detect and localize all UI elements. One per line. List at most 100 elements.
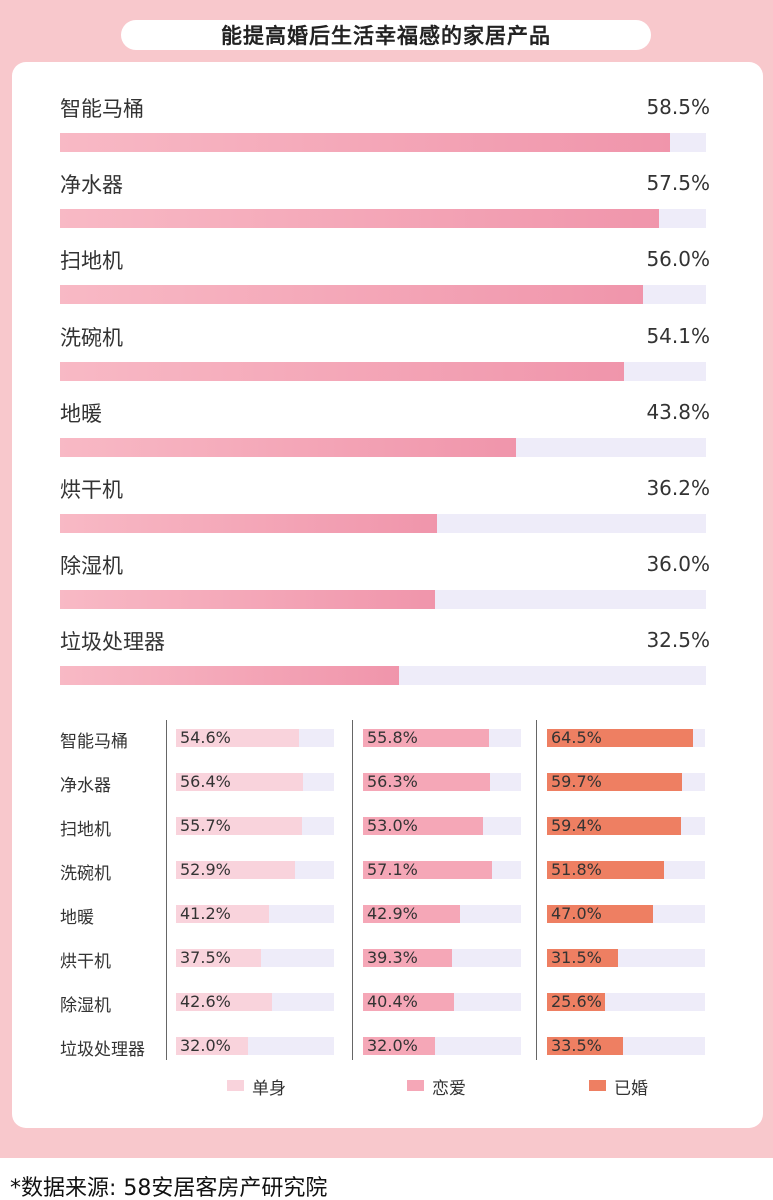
bar <box>547 905 654 923</box>
bar-track: 53.0% <box>363 816 521 835</box>
bar-track <box>60 361 706 381</box>
bar-row: 智能马桶 58.5% <box>60 93 710 163</box>
value-label: 42.6% <box>180 992 231 1011</box>
bar-row: 扫地机 56.0% <box>60 245 710 315</box>
bar <box>60 209 660 229</box>
bar <box>547 993 605 1011</box>
value-label: 58.5% <box>646 95 710 119</box>
value-label: 64.5% <box>551 728 602 747</box>
bar <box>60 514 438 533</box>
bar <box>363 1037 436 1055</box>
value-label: 57.1% <box>367 860 418 879</box>
category-label: 净水器 <box>60 776 111 796</box>
value-label: 42.9% <box>367 904 418 923</box>
bar <box>363 905 460 923</box>
value-label: 43.8% <box>646 399 710 424</box>
category-label: 地暖 <box>60 401 102 426</box>
value-label: 53.0% <box>367 816 418 835</box>
value-label: 56.4% <box>180 772 231 791</box>
value-label: 31.5% <box>551 948 602 967</box>
value-label: 59.4% <box>551 816 602 835</box>
bar-track: 42.6% <box>176 992 334 1011</box>
category-label: 扫地机 <box>60 820 111 840</box>
bar <box>60 666 399 686</box>
bar-track: 33.5% <box>547 1036 705 1055</box>
bar-track <box>60 666 706 686</box>
panel-divider <box>536 720 537 1060</box>
bar <box>363 817 483 835</box>
bar-row: 地暖 43.8% <box>60 398 710 468</box>
panel-divider <box>166 720 167 1060</box>
category-label: 除湿机 <box>60 554 123 579</box>
value-label: 32.0% <box>367 1036 418 1055</box>
bar-track: 25.6% <box>547 992 705 1011</box>
bar-track: 55.8% <box>363 728 521 747</box>
legend-swatch <box>407 1080 424 1091</box>
category-label: 净水器 <box>60 173 123 198</box>
category-label: 洗碗机 <box>60 325 123 350</box>
category-label: 烘干机 <box>60 952 111 972</box>
bar-track: 52.9% <box>176 860 334 879</box>
bar <box>176 817 302 835</box>
chart-title: 能提高婚后生活幸福感的家居产品 <box>121 20 651 50</box>
bar-track <box>60 514 706 533</box>
value-label: 47.0% <box>551 904 602 923</box>
value-label: 55.7% <box>180 816 231 835</box>
legend-label: 已婚 <box>614 1079 648 1099</box>
bar <box>547 773 682 791</box>
value-label: 55.8% <box>367 728 418 747</box>
bar <box>176 861 296 879</box>
bar <box>363 993 455 1011</box>
value-label: 39.3% <box>367 948 418 967</box>
bar-row: 烘干机 36.2% <box>60 474 710 544</box>
bar <box>547 729 693 747</box>
value-label: 25.6% <box>551 992 602 1011</box>
bar-track: 37.5% <box>176 948 334 967</box>
category-label: 地暖 <box>60 908 94 928</box>
bar-track <box>60 209 706 229</box>
category-label: 垃圾处理器 <box>60 1040 145 1060</box>
bar <box>176 1037 249 1055</box>
value-label: 41.2% <box>180 904 231 923</box>
bar-row: 净水器 57.5% <box>60 169 710 239</box>
category-label: 除湿机 <box>60 996 111 1016</box>
value-label: 33.5% <box>551 1036 602 1055</box>
bar-track <box>60 437 706 457</box>
bar <box>176 729 300 747</box>
bar <box>363 861 492 879</box>
bar-track: 55.7% <box>176 816 334 835</box>
bar <box>176 949 261 967</box>
bar-track: 59.7% <box>547 772 705 791</box>
bar <box>363 773 491 791</box>
value-label: 36.2% <box>646 476 710 500</box>
bar-track: 56.4% <box>176 772 334 791</box>
legend-swatch <box>589 1080 606 1091</box>
value-label: 51.8% <box>551 860 602 879</box>
bar <box>547 861 664 879</box>
bar-track: 41.2% <box>176 904 334 923</box>
bar-row: 除湿机 36.0% <box>60 550 710 620</box>
bar <box>60 361 624 381</box>
bar-track: 64.5% <box>547 728 705 747</box>
bar-track: 32.0% <box>176 1036 334 1055</box>
bar <box>363 949 452 967</box>
value-label: 56.3% <box>367 772 418 791</box>
bar <box>60 133 670 152</box>
bar-track <box>60 285 706 305</box>
value-label: 40.4% <box>367 992 418 1011</box>
bar <box>547 817 682 835</box>
bar <box>176 905 269 923</box>
value-label: 54.1% <box>646 323 710 348</box>
category-label: 洗碗机 <box>60 864 111 884</box>
bar-track <box>60 590 706 610</box>
bar-track: 56.3% <box>363 772 521 791</box>
bar-track <box>60 133 706 152</box>
bar-track: 31.5% <box>547 948 705 967</box>
bar <box>176 773 304 791</box>
bar <box>176 993 273 1011</box>
legend-swatch <box>227 1080 244 1091</box>
bar-track: 54.6% <box>176 728 334 747</box>
category-label: 智能马桶 <box>60 97 144 121</box>
bar-track: 47.0% <box>547 904 705 923</box>
value-label: 32.0% <box>180 1036 231 1055</box>
